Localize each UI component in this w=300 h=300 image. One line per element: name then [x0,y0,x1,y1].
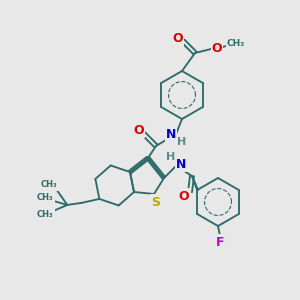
Text: N: N [166,128,176,140]
Text: H: H [167,152,176,162]
Text: N: N [176,158,186,170]
Text: CH₃: CH₃ [37,210,54,219]
Text: F: F [216,236,224,248]
Text: CH₃: CH₃ [41,180,58,189]
Text: O: O [212,41,222,55]
Text: CH₃: CH₃ [227,38,245,47]
Text: O: O [179,190,189,202]
Text: H: H [177,137,187,147]
Text: O: O [173,32,183,44]
Text: S: S [152,196,160,208]
Text: CH₃: CH₃ [37,194,54,202]
Text: O: O [134,124,144,136]
